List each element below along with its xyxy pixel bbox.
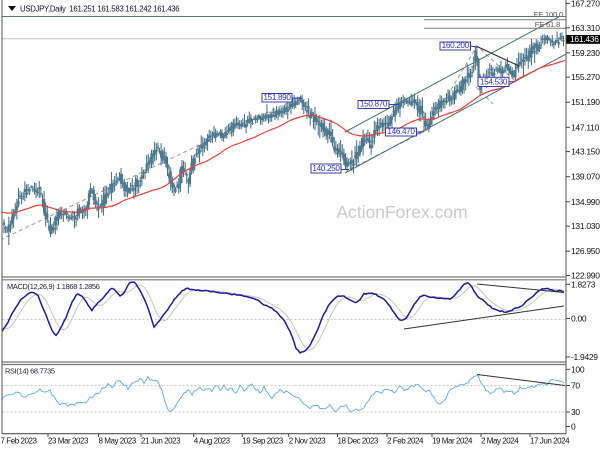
svg-text:1.8273: 1.8273 <box>571 279 596 289</box>
svg-text:160.200: 160.200 <box>442 41 470 50</box>
svg-text:30: 30 <box>571 407 580 417</box>
svg-text:150.870: 150.870 <box>360 100 388 109</box>
svg-text:USDJPY,Daily 161.251 161.583: USDJPY,Daily 161.251 161.583 161.242 161… <box>20 5 179 14</box>
svg-text:131.030: 131.030 <box>571 221 600 231</box>
svg-text:2 Feb 2024: 2 Feb 2024 <box>387 437 424 446</box>
svg-text:154.530: 154.530 <box>480 78 508 87</box>
svg-text:21 Jun 2023: 21 Jun 2023 <box>141 437 181 446</box>
svg-text:155.270: 155.270 <box>571 72 600 82</box>
svg-text:146.470: 146.470 <box>387 127 415 136</box>
svg-text:151.890: 151.890 <box>263 93 291 102</box>
svg-text:19 Mar 2024: 19 Mar 2024 <box>432 437 473 446</box>
svg-text:19 Sep 2023: 19 Sep 2023 <box>242 437 283 446</box>
svg-text:134.990: 134.990 <box>571 197 600 207</box>
svg-text:140.250: 140.250 <box>312 164 340 173</box>
svg-text:126.950: 126.950 <box>571 246 600 256</box>
svg-text:167.270: 167.270 <box>571 0 600 8</box>
svg-text:0: 0 <box>571 422 576 432</box>
svg-text:161.436: 161.436 <box>570 34 599 44</box>
svg-text:RSI(14) 68.7735: RSI(14) 68.7735 <box>5 367 55 376</box>
svg-text:122.990: 122.990 <box>571 271 600 281</box>
svg-text:ActionForex.com: ActionForex.com <box>336 202 467 222</box>
svg-text:163.310: 163.310 <box>571 23 600 33</box>
svg-text:7 Feb 2023: 7 Feb 2023 <box>1 437 38 446</box>
svg-text:159.230: 159.230 <box>571 48 600 58</box>
svg-text:23 Mar 2023: 23 Mar 2023 <box>48 437 89 446</box>
svg-text:147.110: 147.110 <box>571 122 600 132</box>
svg-text:2 Nov 2023: 2 Nov 2023 <box>289 437 326 446</box>
svg-text:-1.9429: -1.9429 <box>571 352 598 362</box>
svg-text:FE 61.8: FE 61.8 <box>535 20 560 29</box>
svg-text:143.150: 143.150 <box>571 147 600 157</box>
svg-text:17 Jun 2024: 17 Jun 2024 <box>530 437 570 446</box>
svg-text:2 May 2024: 2 May 2024 <box>481 437 519 446</box>
svg-text:8 May 2023: 8 May 2023 <box>99 437 137 446</box>
svg-text:0.00: 0.00 <box>571 314 587 324</box>
svg-text:151.190: 151.190 <box>571 97 600 107</box>
svg-text:70: 70 <box>571 381 580 391</box>
svg-text:100: 100 <box>571 364 585 374</box>
svg-text:FE 100.0: FE 100.0 <box>534 10 563 19</box>
svg-text:4 Aug 2023: 4 Aug 2023 <box>194 437 231 446</box>
svg-text:MACD(12,26,9) 1.1868 1.2856: MACD(12,26,9) 1.1868 1.2856 <box>7 282 100 291</box>
svg-text:139.070: 139.070 <box>571 172 600 182</box>
svg-text:18 Dec 2023: 18 Dec 2023 <box>338 437 379 446</box>
